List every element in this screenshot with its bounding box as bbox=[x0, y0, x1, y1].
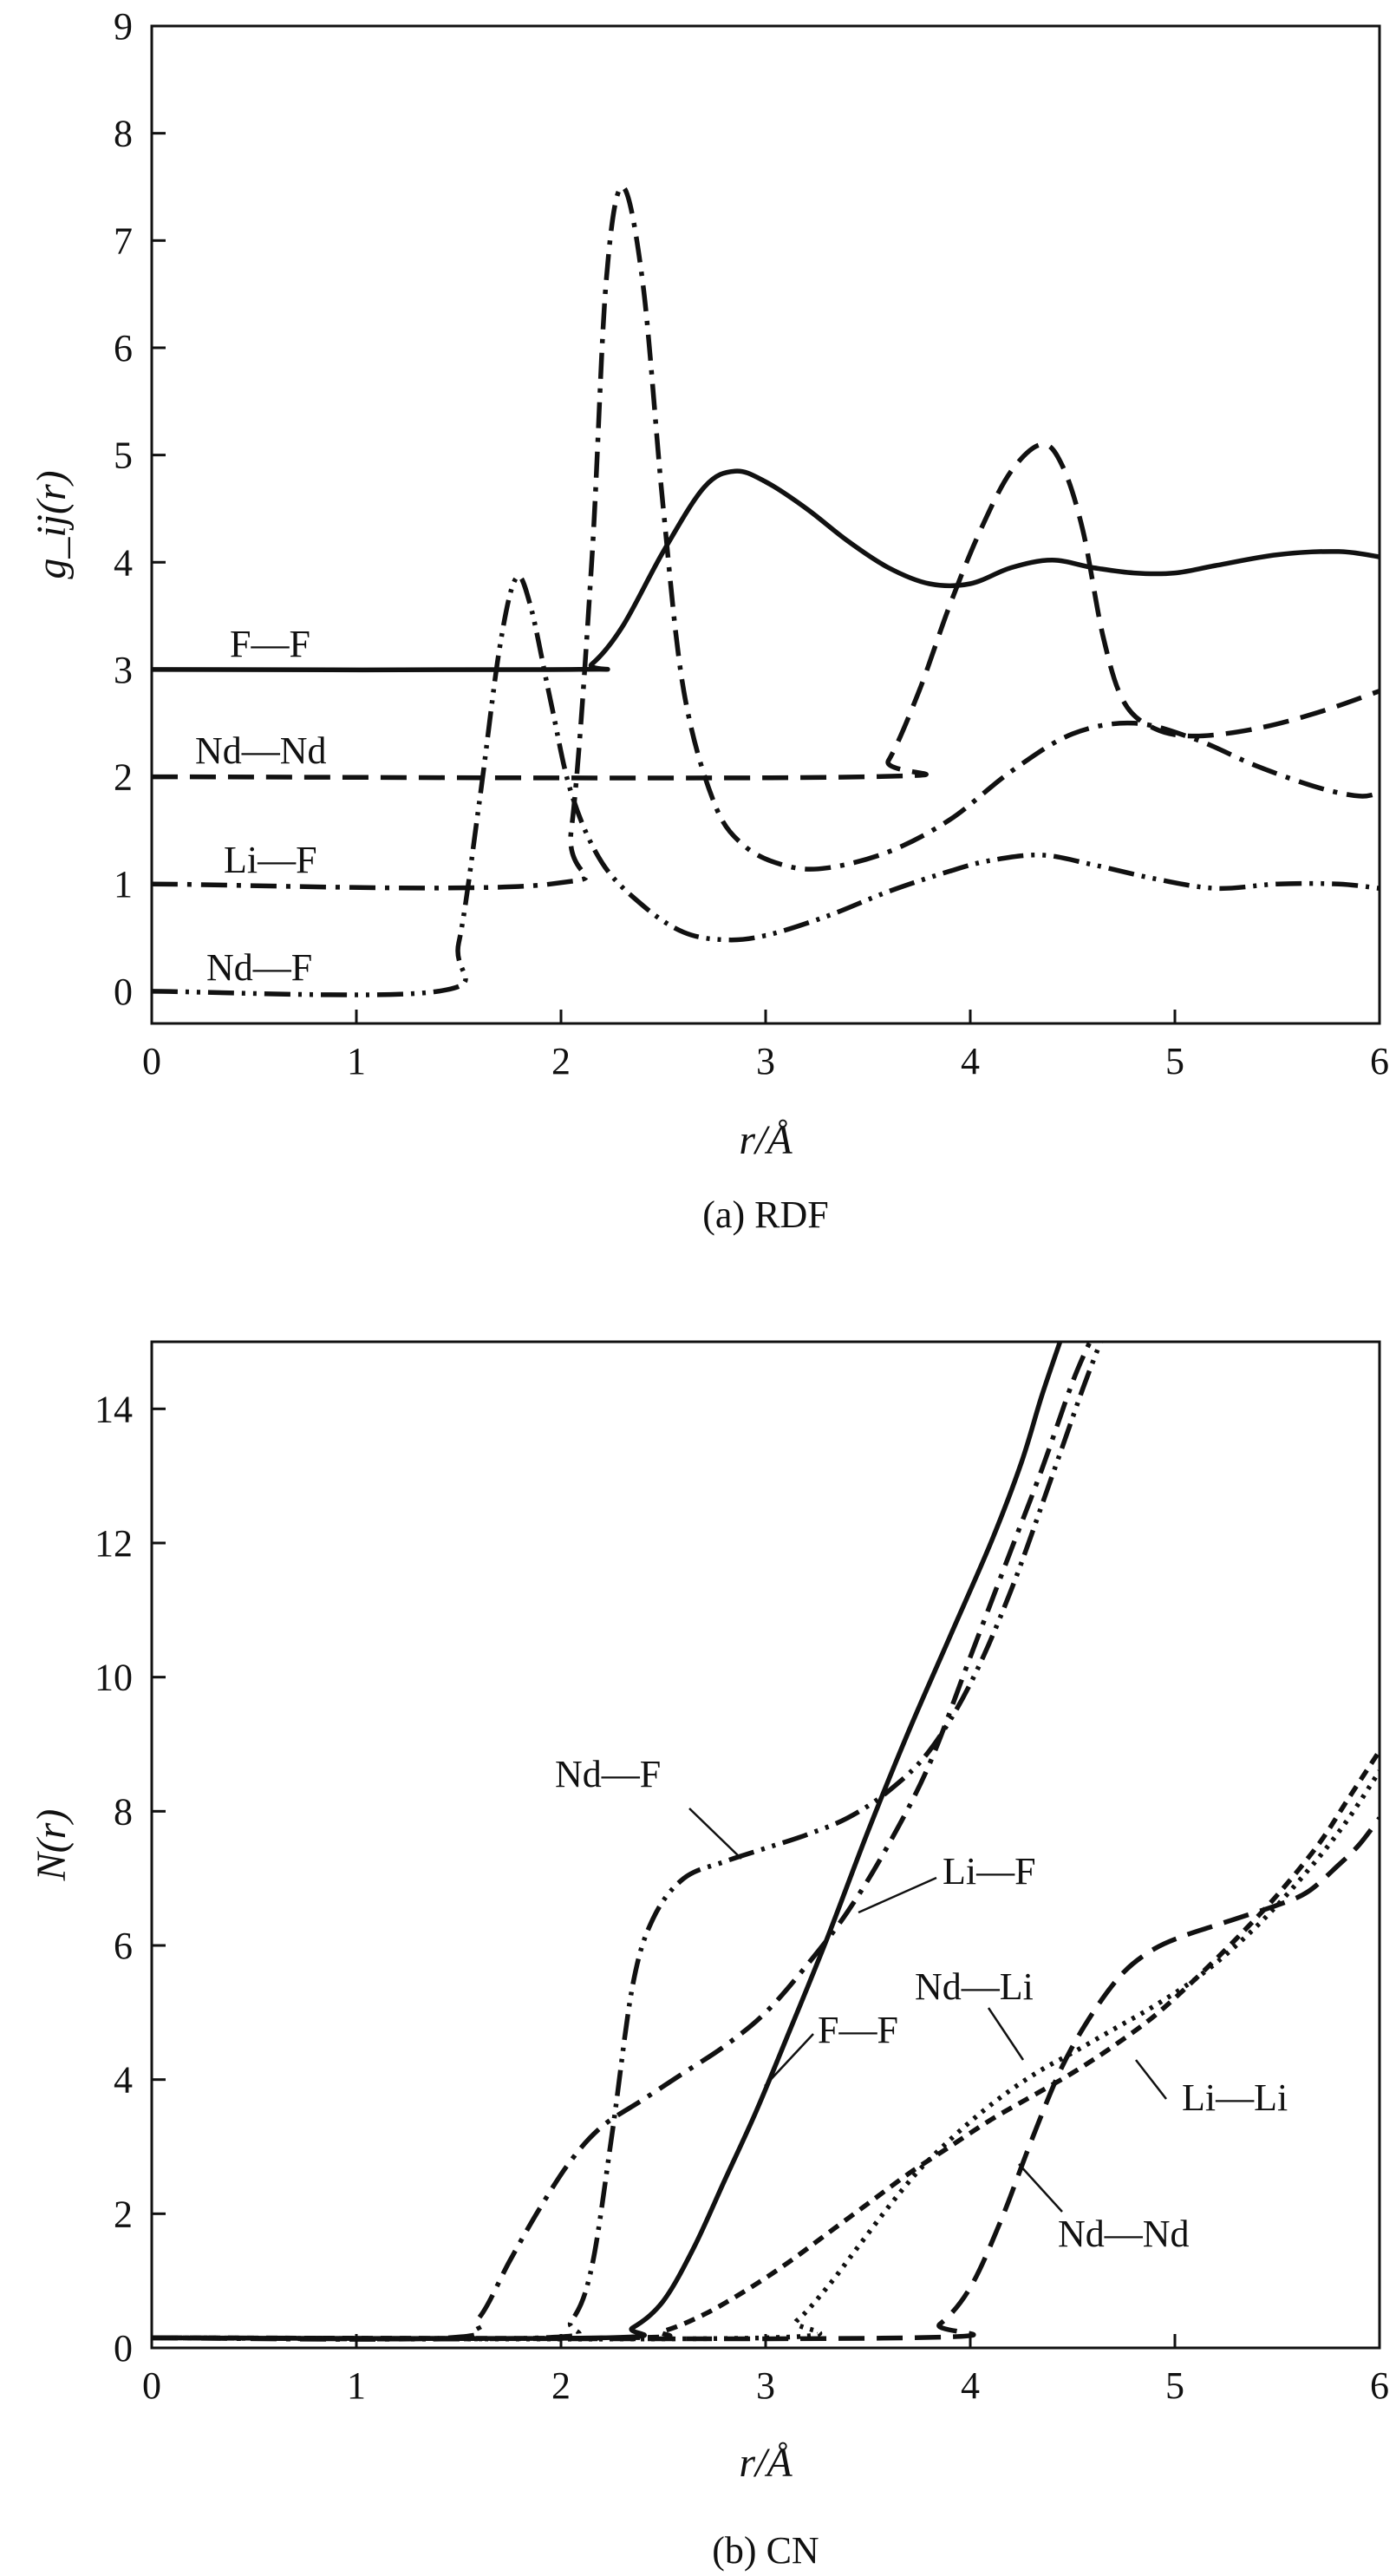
rdf-curve-nd-nd bbox=[152, 441, 1380, 781]
rdf-y-tick-label: 2 bbox=[114, 756, 133, 799]
cn-x-tick-label: 1 bbox=[347, 2364, 366, 2407]
rdf-y-tick-label: 7 bbox=[114, 219, 133, 262]
cn-y-tick-label: 0 bbox=[114, 2327, 133, 2370]
cn-curves bbox=[152, 1342, 1380, 2342]
rdf-y-tick-label: 1 bbox=[114, 863, 133, 906]
cn-plot-frame bbox=[150, 1340, 1381, 2350]
cn-caption: (b) CN bbox=[712, 2529, 819, 2572]
rdf-x-tick-label: 2 bbox=[551, 1040, 571, 1082]
rdf-y-tick-label: 5 bbox=[114, 435, 133, 477]
cn-curve-li-li bbox=[152, 1749, 1380, 2341]
rdf-label-li-f: Li—F bbox=[224, 839, 317, 881]
cn-y-tick-label: 10 bbox=[95, 1657, 133, 1699]
cn-y-tick-label: 12 bbox=[95, 1522, 133, 1565]
rdf-label-nd-f: Nd—F bbox=[206, 946, 312, 989]
rdf-x-tick-label: 4 bbox=[961, 1040, 980, 1082]
cn-label-nd-f: Nd—F bbox=[555, 1753, 661, 1795]
leader-nd-li bbox=[987, 2007, 1025, 2061]
cn-y-tick-label: 6 bbox=[114, 1925, 133, 1967]
leader-f-f bbox=[764, 2033, 814, 2087]
cn-label-f-f: F—F bbox=[818, 2009, 898, 2051]
leader-nd-f bbox=[688, 1808, 742, 1860]
rdf-curve-nd-f bbox=[152, 574, 1380, 997]
cn-curve-nd-li bbox=[152, 1769, 1380, 2342]
rdf-y-tick-label: 9 bbox=[114, 5, 133, 48]
cn-x-tick-label: 4 bbox=[961, 2364, 980, 2407]
rdf-label-f-f: F—F bbox=[230, 623, 310, 665]
cn-x-tick-label: 0 bbox=[142, 2364, 161, 2407]
cn-label-nd-li: Nd—Li bbox=[915, 1965, 1034, 2008]
cn-curve-nd-nd bbox=[152, 1816, 1380, 2342]
rdf-y-tick-label: 0 bbox=[114, 971, 133, 1013]
rdf-x-tick-label: 0 bbox=[142, 1040, 161, 1082]
rdf-curves bbox=[152, 184, 1380, 997]
rdf-caption: (a) RDF bbox=[702, 1193, 828, 1236]
cn-x-tick-label: 5 bbox=[1165, 2364, 1184, 2407]
cn-label-nd-nd: Nd—Nd bbox=[1058, 2213, 1190, 2255]
cn-x-tick-label: 3 bbox=[756, 2364, 775, 2407]
rdf-y-tick-label: 3 bbox=[114, 649, 133, 691]
rdf-curve-f-f bbox=[152, 468, 1380, 673]
cn-x-tick-label: 6 bbox=[1370, 2364, 1389, 2407]
cn-curve-nd-f bbox=[152, 1342, 1104, 2342]
rdf-y-tick-label: 8 bbox=[114, 113, 133, 155]
rdf-x-tick-label: 3 bbox=[756, 1040, 775, 1082]
rdf-x-axis-title: r/Å bbox=[739, 1117, 793, 1163]
cn-y-tick-label: 2 bbox=[114, 2193, 133, 2235]
rdf-x-tick-label: 1 bbox=[347, 1040, 366, 1082]
cn-curve-li-f bbox=[152, 1342, 1093, 2342]
leader-li-li bbox=[1135, 2059, 1167, 2100]
cn-x-tick-label: 2 bbox=[551, 2364, 571, 2407]
rdf-y-tick-label: 4 bbox=[114, 541, 133, 584]
leader-li-f bbox=[858, 1876, 937, 1914]
rdf-x-tick-label: 6 bbox=[1370, 1040, 1389, 1082]
cn-curve-f-f bbox=[152, 1342, 1063, 2341]
rdf-axis-ticks: 0 1 2 3 4 5 6 0 1 2 3 4 5 6 7 8 9 bbox=[114, 5, 1389, 1082]
leader-nd-nd bbox=[1018, 2163, 1063, 2213]
rdf-label-nd-nd: Nd—Nd bbox=[195, 729, 327, 772]
cn-y-tick-label: 14 bbox=[95, 1388, 133, 1430]
rdf-panel: 0 1 2 3 4 5 6 0 1 2 3 4 5 6 7 8 9 F—F Nd—Nd Li—F Nd—F r/… bbox=[29, 5, 1389, 1236]
rdf-curve-li-f bbox=[152, 184, 1380, 891]
cn-x-axis-title: r/Å bbox=[739, 2440, 793, 2486]
cn-y-axis-title: N(r) bbox=[29, 1809, 75, 1882]
rdf-y-tick-label: 6 bbox=[114, 327, 133, 369]
cn-label-li-f: Li—F bbox=[943, 1850, 1036, 1893]
rdf-y-axis-title: g_ij(r) bbox=[29, 470, 75, 579]
cn-y-tick-label: 8 bbox=[114, 1790, 133, 1833]
rdf-x-tick-label: 5 bbox=[1165, 1040, 1184, 1082]
cn-label-li-li: Li—Li bbox=[1182, 2076, 1288, 2119]
cn-label-leaders bbox=[688, 1808, 1167, 2213]
cn-y-tick-label: 4 bbox=[114, 2059, 133, 2102]
rdf-plot-frame bbox=[150, 24, 1381, 1025]
